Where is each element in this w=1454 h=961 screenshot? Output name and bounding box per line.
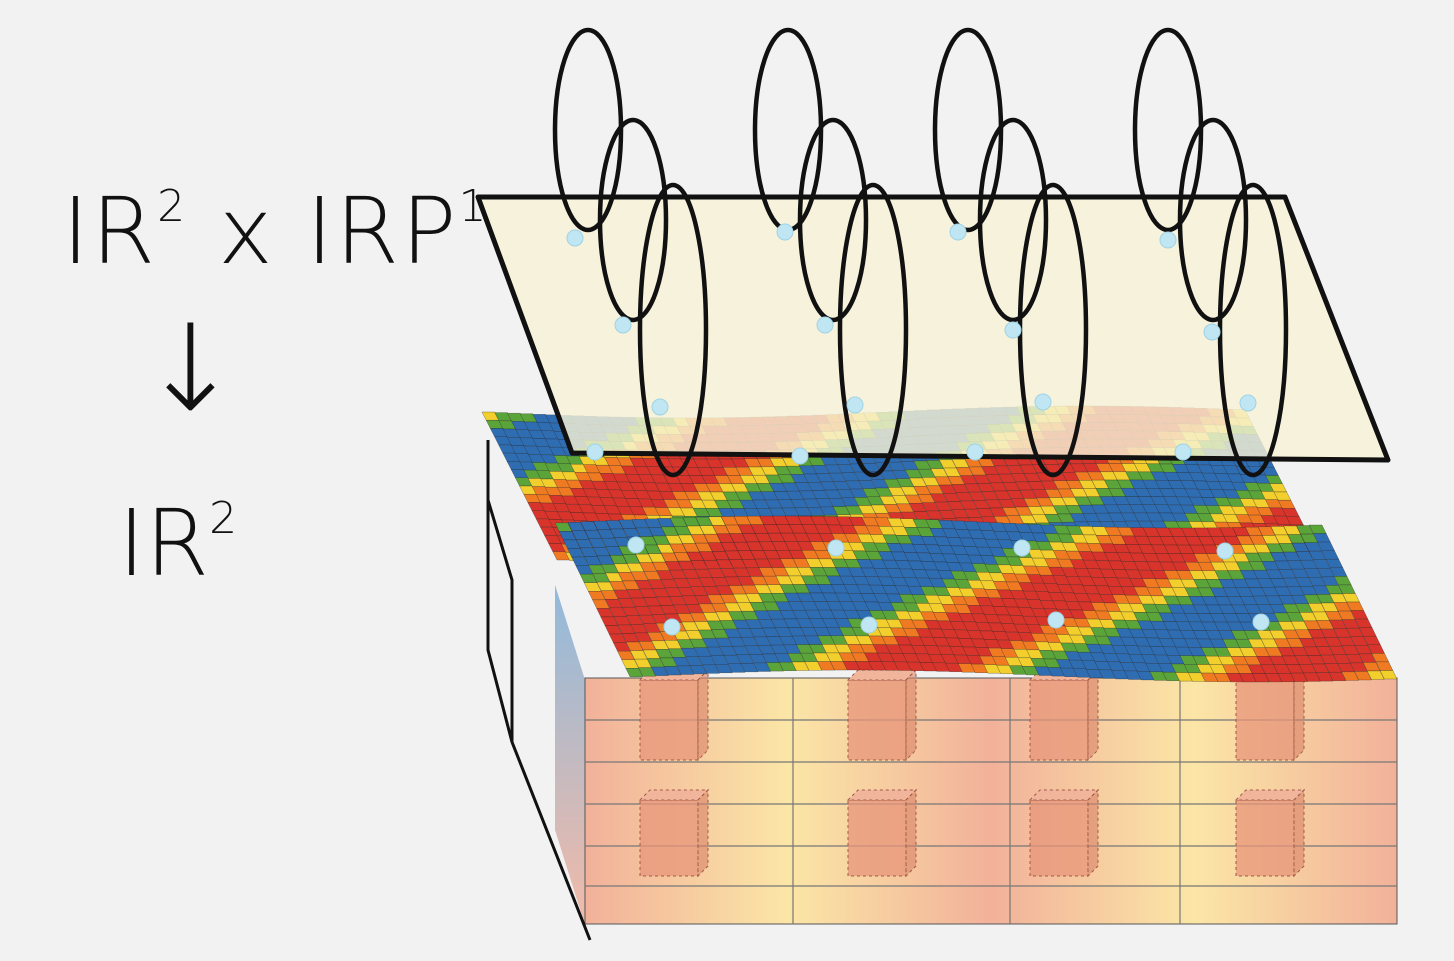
inner-cube-side (697, 668, 709, 762)
fiber-points (566, 223, 1270, 636)
sheet-cell (702, 664, 720, 674)
inner-cube-side (1087, 788, 1099, 878)
fiber-point (1216, 542, 1234, 560)
fiber-point (966, 443, 984, 461)
inner-cube-top (846, 669, 918, 681)
fiber-point (949, 223, 967, 241)
fiber-point (663, 618, 681, 636)
fiber-point (860, 616, 878, 634)
base-space-label: IR2 (118, 490, 237, 597)
sheet-cell (663, 666, 682, 676)
fiber-point (627, 536, 645, 554)
inner-cube-side (1087, 668, 1099, 762)
sheet-cell (1328, 671, 1347, 682)
inner-cube-front (1235, 799, 1295, 877)
sheet-cell (740, 663, 759, 673)
fiber-point (1013, 539, 1031, 557)
fiber-point (1203, 323, 1221, 341)
fiber-point (1159, 231, 1177, 249)
sheet-cell (676, 665, 695, 675)
sheet-cell (766, 662, 784, 672)
fiber-point (846, 396, 864, 414)
fiber-point (1047, 611, 1065, 629)
fiber-circle (977, 117, 1049, 323)
fiber-point (816, 316, 834, 334)
inner-cube-front (847, 799, 907, 877)
fiber-point (776, 223, 794, 241)
times-symbol: x (187, 178, 306, 285)
sheet-cell (638, 667, 657, 677)
total-space-r-exponent: 2 (157, 181, 188, 233)
fiber-point (1034, 393, 1052, 411)
top-plane (475, 194, 1391, 463)
sheet-cell (1315, 672, 1334, 682)
fiber-point (827, 539, 845, 557)
inner-cube-top (638, 789, 710, 801)
inner-cube-top (1028, 789, 1100, 801)
inner-cube-side (905, 668, 917, 762)
inner-cube-side (905, 788, 917, 878)
fiber-circle (1177, 117, 1249, 323)
inner-cube-side (1293, 788, 1305, 878)
fiber-point (566, 229, 584, 247)
fiber-point (614, 316, 632, 334)
sheet-cell (753, 662, 772, 672)
bracket-line-outer (486, 440, 592, 941)
sheet-cell (714, 664, 733, 674)
inner-cube-front (1029, 799, 1089, 877)
sheet-cell (689, 665, 708, 675)
fiber-point (1174, 443, 1192, 461)
bracket-line-inner (486, 499, 514, 742)
base-space-r: IR (118, 490, 210, 597)
inner-cube-top (1234, 789, 1306, 801)
sheet-cell (1341, 671, 1360, 681)
base-block (555, 585, 1398, 925)
sheet-cell (625, 668, 644, 678)
fiber-point (1004, 321, 1022, 339)
fiber-point (651, 398, 669, 416)
fiber-circle (797, 117, 869, 323)
inner-cube-side (1293, 668, 1305, 762)
inner-cube-front (1029, 679, 1089, 761)
sheet-cell (1366, 670, 1385, 680)
sheet-cell (727, 663, 746, 673)
side-bracket (486, 440, 592, 941)
inner-cube-front (847, 679, 907, 761)
fiber-point (1252, 613, 1270, 631)
sheet-cell (1354, 671, 1372, 681)
sheet-cell (1302, 672, 1321, 682)
block-side-face (555, 585, 585, 925)
fiber-point (586, 443, 604, 461)
fiber-circle (637, 182, 709, 478)
total-space-label: IR2 x IRP1 (62, 178, 489, 285)
sheet-cell (650, 666, 669, 676)
sheet-cell (778, 661, 797, 672)
fiber-circle (837, 182, 909, 478)
fiber-point (1239, 394, 1257, 412)
total-space-rp: IRP (306, 178, 459, 285)
inner-cube-top (846, 789, 918, 801)
inner-cube-front (1235, 679, 1295, 761)
inner-cube-side (697, 788, 709, 878)
projection-arrow: ↓ (140, 300, 241, 439)
fiber-point (791, 447, 809, 465)
total-space-r: IR (62, 178, 158, 285)
fiber-circle (597, 117, 669, 323)
sheet-cell (1379, 670, 1398, 680)
base-space-exponent: 2 (209, 493, 238, 545)
inner-cube-front (639, 799, 699, 877)
inner-cube-front (639, 679, 699, 761)
